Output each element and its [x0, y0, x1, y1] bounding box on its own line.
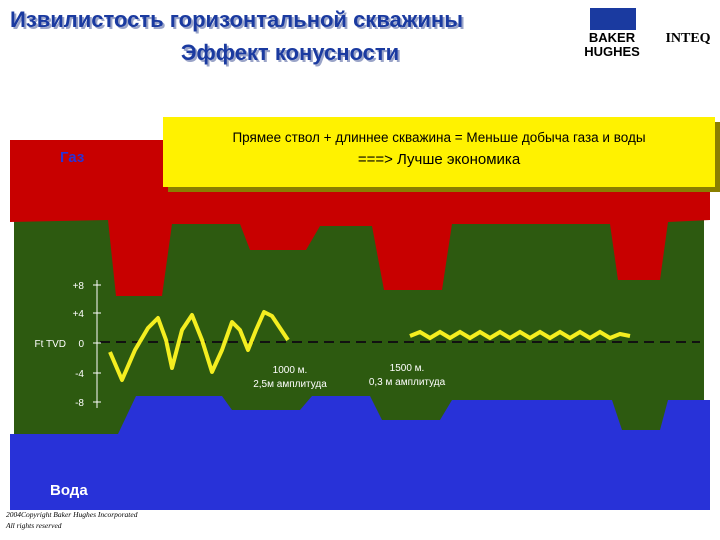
- axis-ticks: [93, 284, 101, 403]
- logo-text: BAKER: [589, 30, 636, 45]
- gas-label: Газ: [60, 149, 84, 166]
- title: Эффект конусности: [181, 40, 399, 65]
- water-label: Вода: [50, 482, 88, 499]
- callout-box: [163, 117, 715, 187]
- callout-text: Прямее ствол + длиннее скважина = Меньше…: [232, 130, 645, 145]
- title-shadow: Извилистость горизонтальной скважины: [12, 9, 465, 34]
- logo-text: HUGHES: [584, 44, 640, 59]
- annotation: 1500 м.: [390, 363, 425, 374]
- tick-label: -8: [75, 398, 84, 409]
- water-zone: [10, 396, 710, 510]
- footer: All rights reserved: [5, 521, 62, 530]
- annotation: 1000 м.: [273, 365, 308, 376]
- annotation: 0,3 м амплитуда: [369, 377, 446, 388]
- logo-icon: [590, 8, 636, 30]
- tick-label: +4: [73, 309, 85, 320]
- title-shadow: Эффект конусности: [183, 42, 401, 67]
- logo-division: INTEQ: [665, 31, 710, 46]
- tick-label: -4: [75, 369, 84, 380]
- footer: 2004Copyright Baker Hughes Incorporated: [6, 510, 138, 519]
- wellbore-tortuous: [108, 310, 290, 382]
- callout-text: ===> Лучше экономика: [358, 151, 521, 168]
- axis-label: Ft TVD: [35, 339, 66, 350]
- tick-label: 0: [78, 339, 84, 350]
- wellbore-smooth: [409, 329, 631, 341]
- title: Извилистость горизонтальной скважины: [10, 7, 463, 32]
- tick-label: +8: [73, 281, 85, 292]
- annotation: 2,5м амплитуда: [253, 379, 327, 390]
